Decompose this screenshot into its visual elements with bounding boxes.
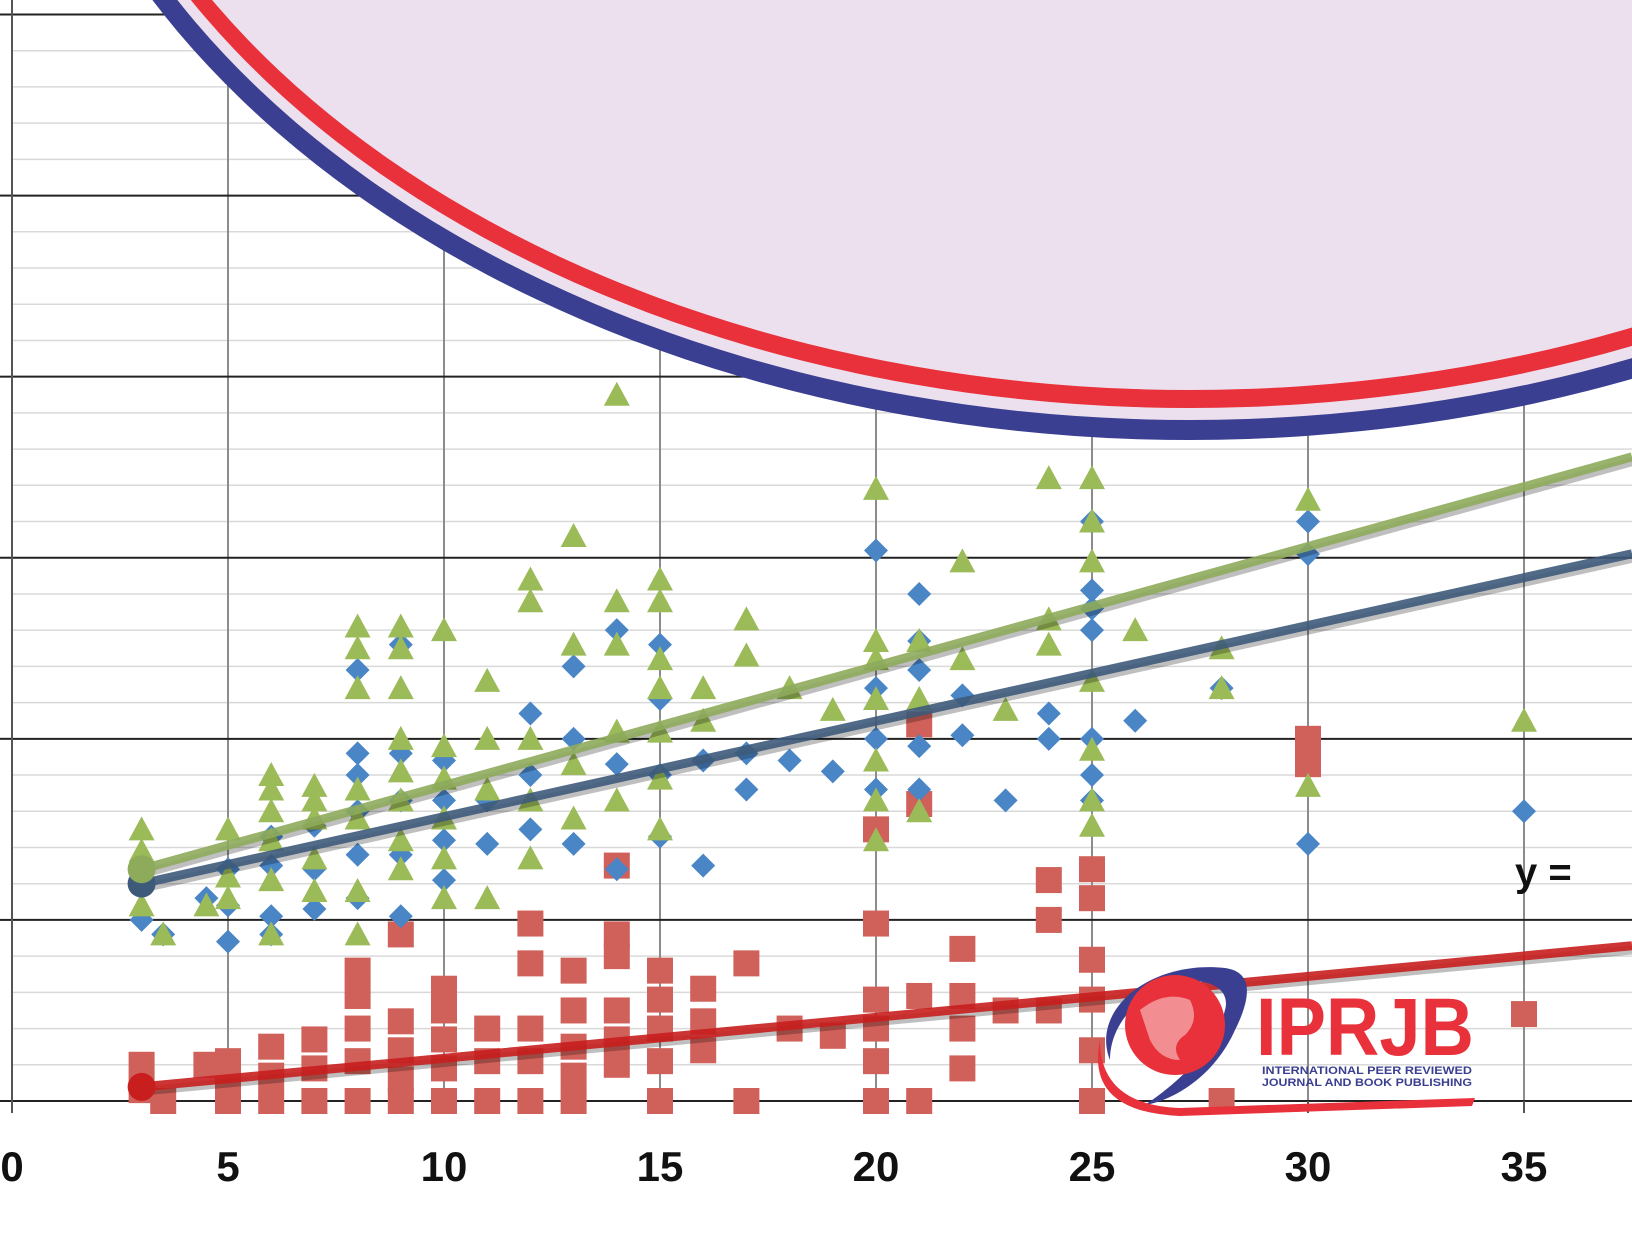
trendline-start [128,855,156,883]
square-marker [1295,726,1321,752]
square-marker [1511,1001,1537,1027]
square-marker [258,1034,284,1060]
square-marker [517,1088,543,1114]
square-marker [431,1088,457,1114]
square-marker [906,1088,932,1114]
square-marker [431,997,457,1023]
square-marker [949,936,975,962]
square-marker [301,1026,327,1052]
equation-label: y = [1515,851,1572,895]
square-marker [301,1088,327,1114]
x-tick-label: 5 [216,1143,239,1190]
x-tick-label: 0 [0,1143,23,1190]
square-marker [517,911,543,937]
square-marker [733,1088,759,1114]
square-marker [388,1088,414,1114]
square-marker [258,1088,284,1114]
square-marker [690,976,716,1002]
square-marker [863,911,889,937]
square-marker [863,987,889,1013]
square-marker [863,1048,889,1074]
square-marker [561,1063,587,1089]
x-tick-label: 20 [853,1143,900,1190]
square-marker [561,1088,587,1114]
square-marker [1079,1088,1105,1114]
square-marker [906,983,932,1009]
square-marker [345,1088,371,1114]
square-marker [1036,907,1062,933]
square-marker [1079,856,1105,882]
page: 0 5 10 15 20 25 30 35 y = IPRJB INTERNATIONAL P… [0,0,1632,1237]
square-marker [863,1088,889,1114]
square-marker [345,983,371,1009]
square-marker [604,997,630,1023]
logo-title: IPRJB [1256,982,1474,1073]
square-marker [517,1016,543,1042]
square-marker [431,1026,457,1052]
square-marker [345,1016,371,1042]
x-tick-label: 15 [637,1143,684,1190]
square-marker [474,1088,500,1114]
square-marker [345,958,371,984]
square-marker [647,987,673,1013]
square-marker [949,1016,975,1042]
square-marker [647,1048,673,1074]
square-marker [1079,885,1105,911]
square-marker [474,1016,500,1042]
logo-line: INTERNATIONAL PEER REVIEWED [1262,1065,1472,1077]
chart: 0 5 10 15 20 25 30 35 y = IPRJB INTERNATIONAL P… [0,0,1632,1237]
x-tick-label: 25 [1069,1143,1116,1190]
square-marker [561,997,587,1023]
square-marker [561,958,587,984]
square-marker [733,950,759,976]
square-marker [647,958,673,984]
square-marker [604,1052,630,1078]
square-marker [949,1055,975,1081]
x-tick-label: 30 [1285,1143,1332,1190]
x-tick-label: 35 [1501,1143,1548,1190]
square-marker [604,943,630,969]
square-marker [388,1008,414,1034]
square-marker [517,950,543,976]
square-marker [647,1088,673,1114]
trendline-start [128,1073,156,1101]
square-marker [215,1088,241,1114]
x-tick-label: 10 [421,1143,468,1190]
square-marker [1079,947,1105,973]
logo-line: JOURNAL AND BOOK PUBLISHING [1262,1077,1472,1089]
square-marker [1036,867,1062,893]
